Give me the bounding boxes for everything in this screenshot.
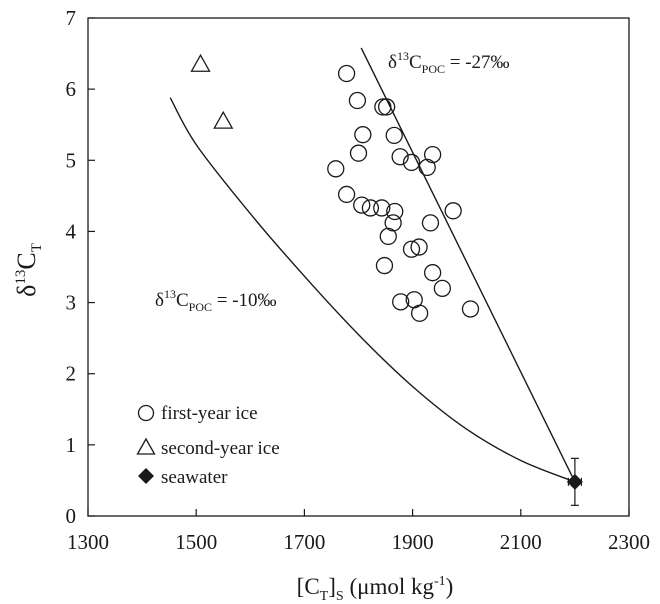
first-year-ice-point — [410, 304, 429, 322]
first-year-ice-point — [353, 196, 371, 214]
legend-marker-seawater — [138, 468, 154, 484]
first-year-ice-point — [374, 98, 392, 116]
x-tick-label: 1700 — [283, 530, 325, 554]
y-tick-label: 1 — [66, 433, 77, 457]
first-year-ice-point — [421, 214, 440, 232]
first-year-ice-point — [375, 256, 394, 275]
y-tick-label: 4 — [66, 219, 77, 243]
y-tick-label: 7 — [66, 6, 77, 30]
first-year-ice-point — [433, 279, 452, 297]
y-tick-label: 3 — [66, 291, 77, 315]
y-tick-label: 5 — [66, 148, 77, 172]
y-axis-label: δ13CT — [12, 243, 45, 297]
second-year-ice-point — [190, 53, 211, 72]
x-tick-label: 1300 — [67, 530, 109, 554]
poc-minus-27-line — [360, 47, 576, 483]
first-year-ice-point — [348, 91, 367, 110]
legend-label-first-year-ice: first-year ice — [161, 403, 258, 424]
x-tick-label: 1500 — [175, 530, 217, 554]
first-year-ice-point — [391, 148, 409, 166]
x-tick-label: 1900 — [392, 530, 434, 554]
y-tick-label: 0 — [66, 504, 77, 528]
legend-marker-first-year-ice — [137, 404, 155, 422]
first-year-ice-point — [410, 238, 428, 256]
first-year-ice-point — [377, 98, 396, 116]
data-points — [190, 53, 583, 506]
legend-marker-second-year-ice — [136, 437, 156, 455]
y-tick-label: 6 — [66, 77, 77, 101]
first-year-ice-point — [423, 145, 442, 164]
y-tick-label: 2 — [66, 362, 77, 386]
legend-label-seawater: seawater — [161, 467, 228, 488]
legend-label-second-year-ice: second-year ice — [161, 438, 280, 459]
first-year-ice-point — [386, 202, 404, 221]
poc-minus-27-label: δ13CPOC = -27‰ — [388, 49, 510, 76]
y-axis-ticks: 0 1 2 3 4 5 6 7 — [66, 6, 95, 528]
second-year-ice-point — [213, 110, 234, 129]
first-year-ice-point — [337, 64, 356, 83]
first-year-ice-point — [361, 199, 380, 217]
first-year-ice-point — [402, 240, 421, 258]
first-year-ice-point — [444, 202, 462, 220]
x-axis-label: [CT]S (μmol kg-1) — [297, 574, 454, 604]
first-year-ice-point — [379, 227, 397, 246]
first-year-ice-point — [423, 264, 442, 282]
first-year-ice-point — [418, 158, 436, 177]
first-year-ice-point — [392, 293, 410, 311]
poc-minus-10-curve — [169, 97, 576, 483]
x-axis-ticks: 1300 1500 1700 1900 2100 2300 — [67, 509, 650, 554]
first-year-ice-point — [402, 153, 421, 172]
first-year-ice-point — [354, 126, 372, 144]
legend: first-year ice second-year ice seawater — [136, 403, 280, 488]
first-year-ice-point — [461, 300, 480, 318]
first-year-ice-point — [349, 144, 368, 162]
first-year-ice-point — [327, 160, 345, 178]
first-year-ice-point — [373, 199, 391, 217]
poc-minus-10-label: δ13CPOC = -10‰ — [155, 287, 277, 314]
x-tick-label: 2100 — [500, 530, 542, 554]
x-tick-label: 2300 — [608, 530, 650, 554]
seawater-point — [566, 473, 583, 490]
plot-frame — [87, 17, 630, 517]
first-year-ice-point — [385, 126, 403, 145]
first-year-ice-point — [337, 185, 356, 204]
